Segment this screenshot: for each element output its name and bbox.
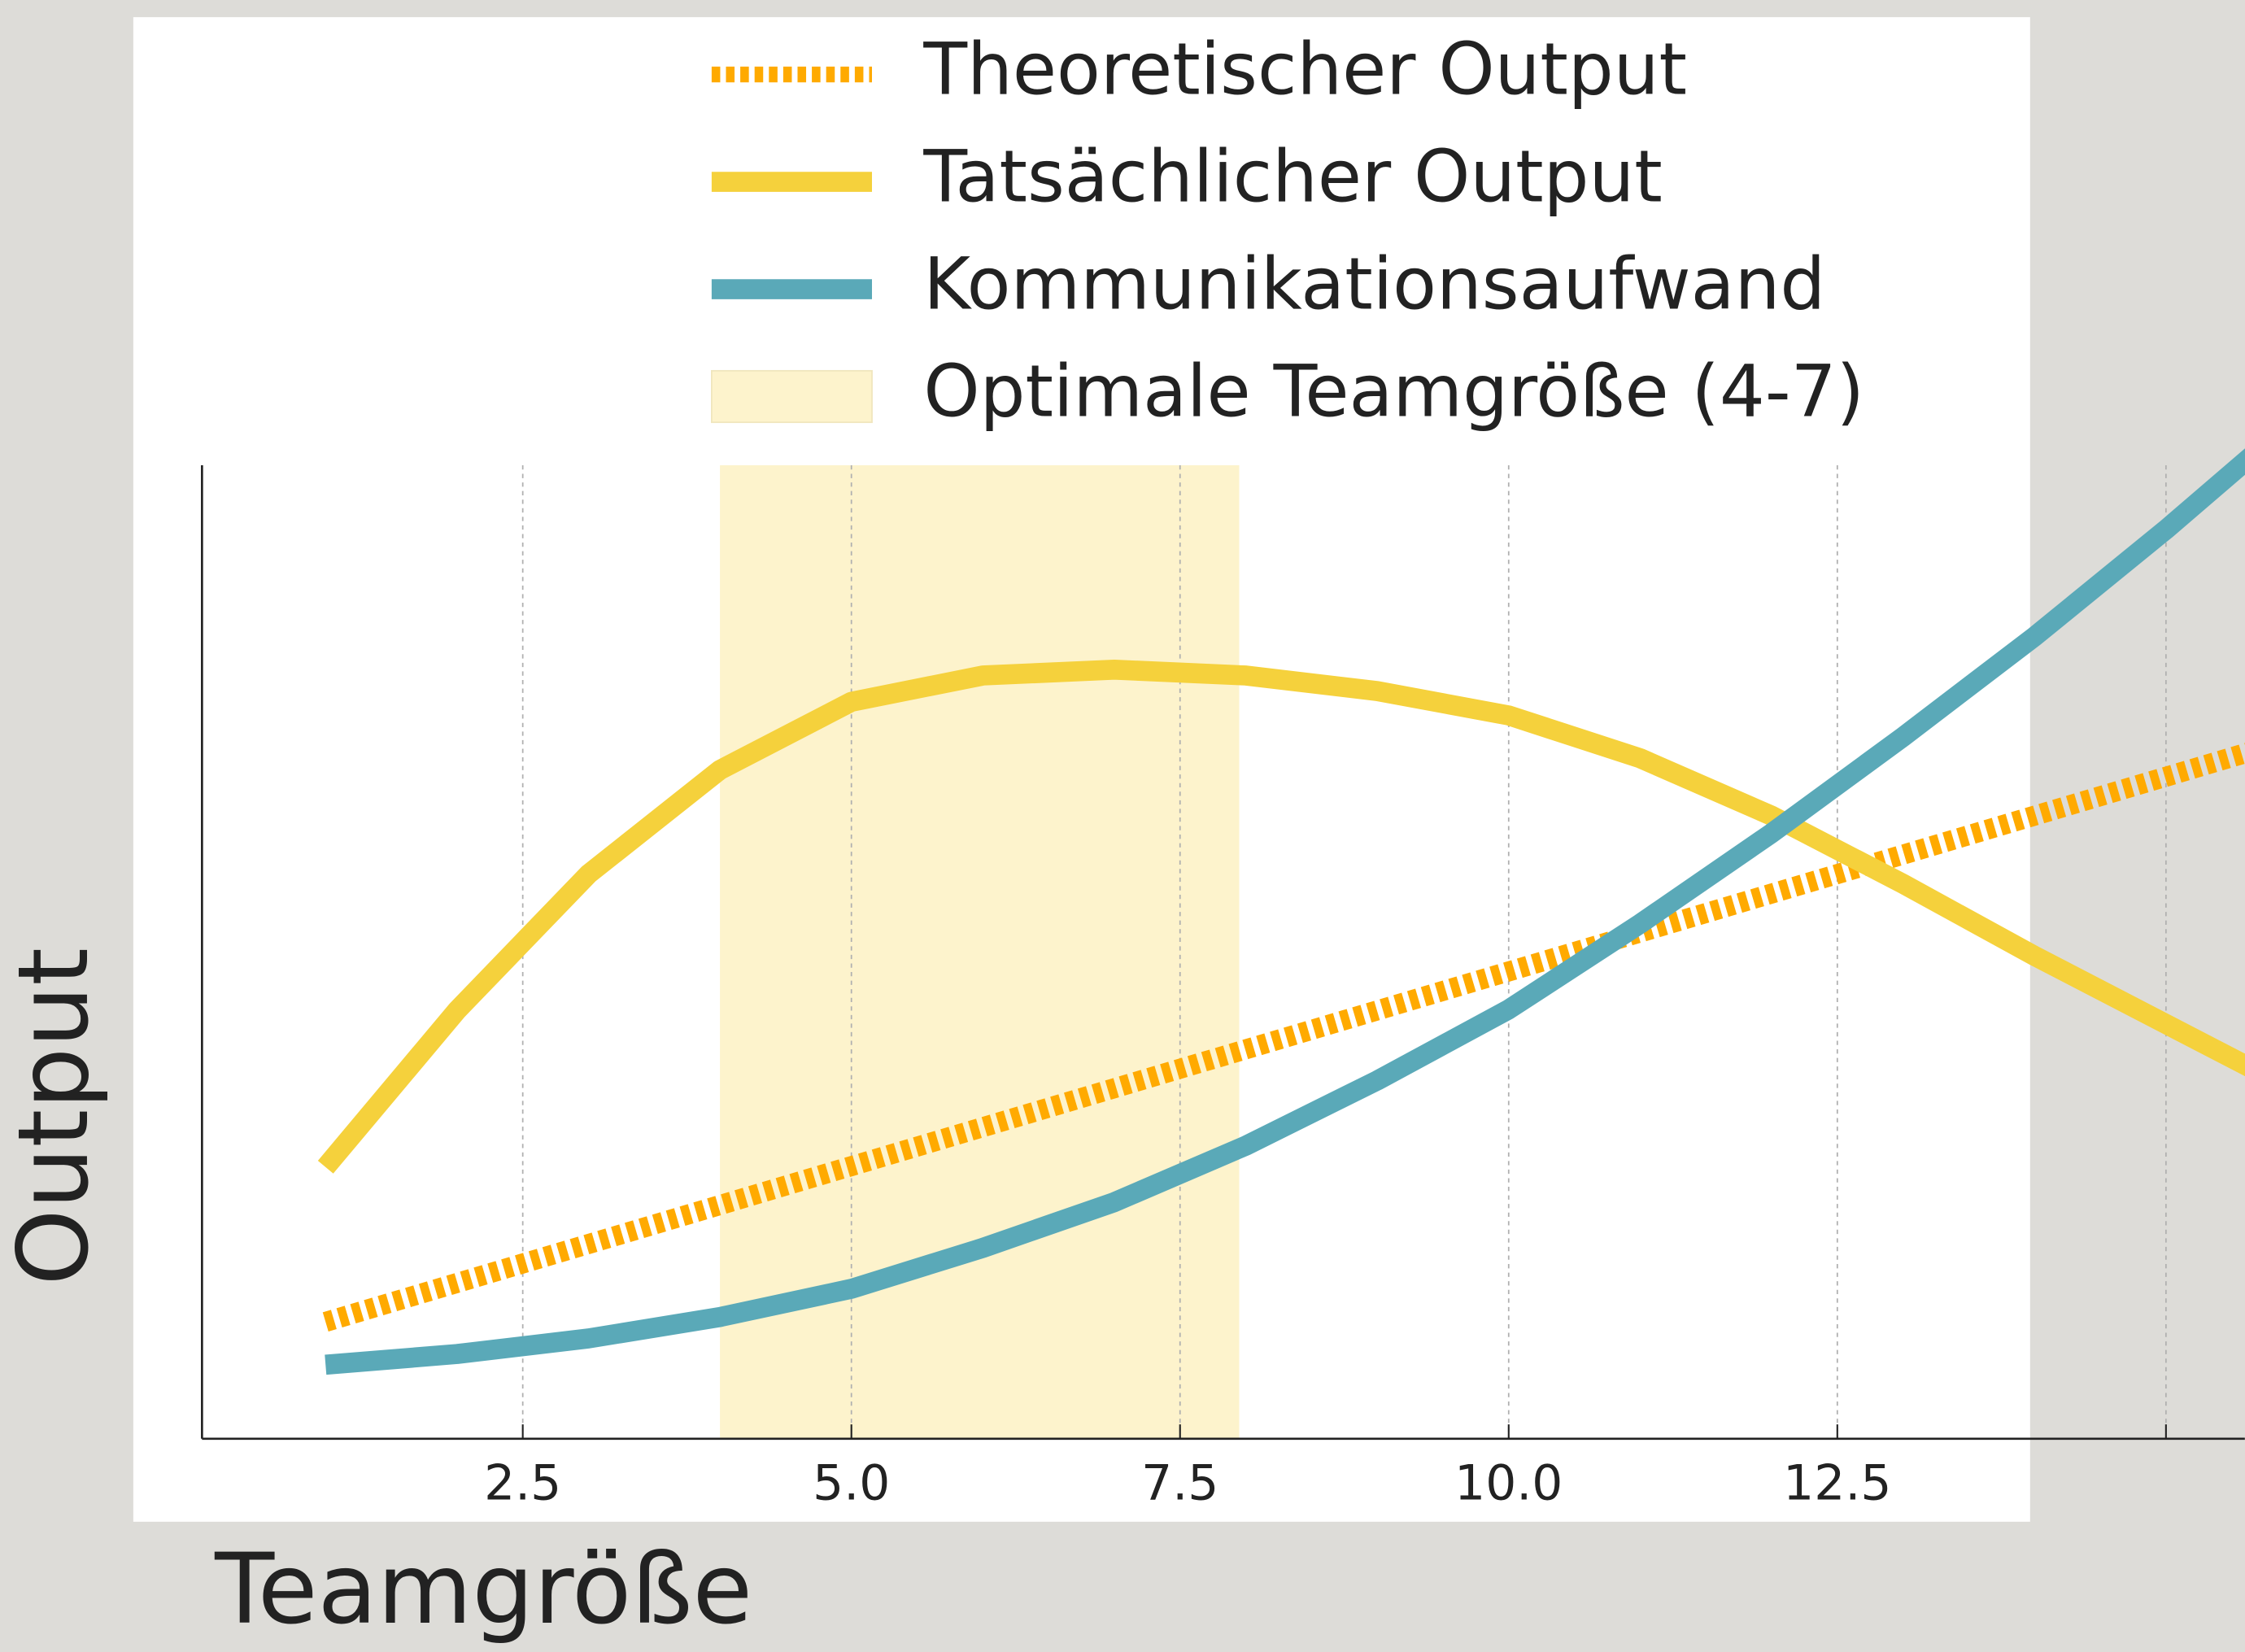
optimal-band (720, 464, 1240, 1439)
legend-label: Kommunikationsaufwand (923, 242, 1825, 325)
x-tick-label: 2.5 (484, 1454, 561, 1511)
x-tick-label: 5.0 (813, 1454, 890, 1511)
legend-label: Tatsächlicher Output (922, 134, 1662, 218)
series-line (325, 448, 2245, 1375)
legend-swatch (711, 369, 873, 424)
series-line (317, 659, 2245, 1174)
legend-label: Theoretischer Output (922, 27, 1687, 111)
y-axis-label: Output (0, 948, 111, 1286)
x-tick-label: 10.0 (1454, 1454, 1563, 1511)
x-tick-label: 7.5 (1141, 1454, 1218, 1511)
x-axis-label: Teamgröße (214, 1533, 752, 1646)
legend-label: Optimale Teamgröße (4-7) (923, 349, 1864, 433)
x-tick-label: 12.5 (1783, 1454, 1891, 1511)
